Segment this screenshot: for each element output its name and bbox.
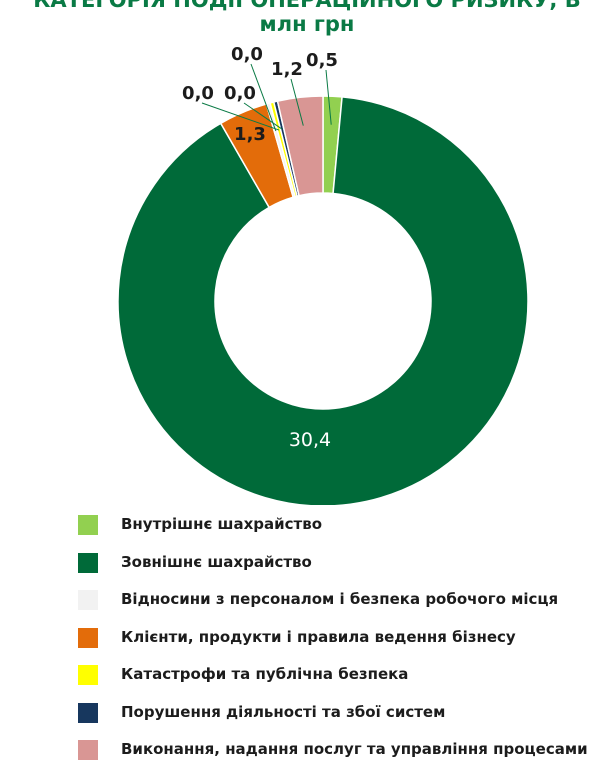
- legend-label-disasters-safety: Катастрофи та публічна безпека: [121, 665, 409, 683]
- slice-execution-processes: [276, 95, 324, 197]
- legend-swatch-execution-processes: [78, 740, 98, 760]
- chart-title-line-1: КАТЕГОРІЯ ПОДІЇ ОПЕРАЦІЙНОГО РИЗИКУ, В: [33, 0, 581, 12]
- donut-chart: 0,5 30,4 0,0 1,3 0,0 0,0 1,2: [117, 44, 529, 505]
- data-label-clients-products: 1,3: [234, 124, 266, 145]
- legend-swatch-disasters-safety: [78, 665, 98, 685]
- legend-label-execution-processes: Виконання, надання послуг та управління …: [121, 740, 588, 758]
- legend-label-system-failures: Порушення діяльності та збої систем: [121, 702, 446, 721]
- data-label-execution-processes: 1,2: [271, 59, 303, 80]
- legend-swatch-system-failures: [78, 702, 98, 723]
- legend-swatch-personnel-safety: [78, 590, 98, 610]
- legend-label-internal-fraud: Внутрішнє шахрайство: [121, 515, 323, 533]
- leader-line-execution-processes: [290, 78, 304, 126]
- leader-line-internal-fraud: [325, 69, 332, 125]
- leader-line-system-failures: [243, 102, 283, 130]
- data-label-system-failures: 0,0: [224, 83, 256, 104]
- legend-label-clients-products: Клієнти, продукти і правила ведення бізн…: [121, 627, 516, 646]
- data-label-personnel-safety: 0,0: [231, 44, 263, 65]
- chart-title-line-2: млн грн: [259, 12, 355, 36]
- leader-line-personnel-safety: [250, 63, 277, 132]
- legend-label-external-fraud: Зовнішнє шахрайство: [121, 552, 312, 571]
- legend-swatch-internal-fraud: [78, 515, 98, 535]
- data-label-disasters-safety: 0,0: [182, 83, 214, 104]
- data-label-external-fraud: 30,4: [289, 429, 331, 451]
- leader-line-disasters-safety: [201, 102, 280, 131]
- slice-external-fraud: [117, 96, 529, 505]
- data-label-internal-fraud: 0,5: [306, 50, 338, 71]
- legend-label-personnel-safety: Відносини з персоналом і безпека робочог…: [121, 590, 559, 608]
- legend-swatch-clients-products: [78, 627, 98, 648]
- legend-swatch-external-fraud: [78, 552, 98, 573]
